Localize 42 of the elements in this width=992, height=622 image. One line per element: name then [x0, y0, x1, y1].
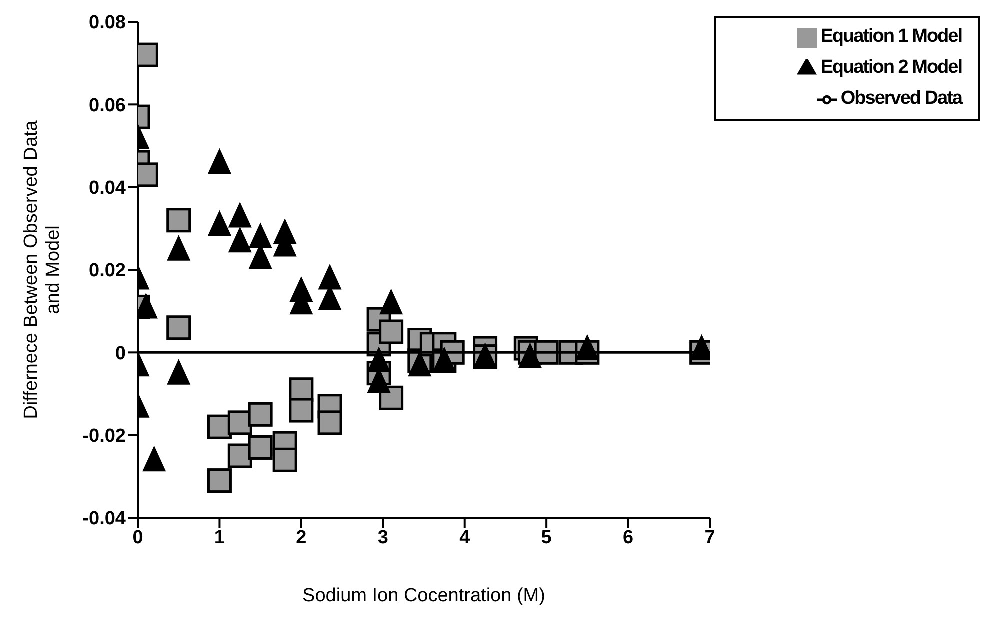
y-tick-label: 0.06: [89, 95, 126, 116]
x-tick-label: 7: [704, 527, 716, 548]
x-tick-label: 2: [296, 527, 307, 548]
y-tick-label: 0.08: [89, 12, 126, 34]
point: [248, 402, 273, 427]
legend-label: Equation 2 Model: [820, 57, 962, 78]
point: [166, 316, 192, 340]
x-axis-title: Sodium Ion Cocentration (M): [302, 585, 546, 606]
point: [208, 149, 232, 174]
point: [318, 264, 342, 290]
point: [318, 410, 342, 436]
point: [228, 202, 252, 228]
y-tick-label: 0.04: [89, 178, 126, 200]
point: [289, 398, 314, 423]
y-tick-label: 0.02: [89, 260, 126, 282]
point: [272, 448, 298, 472]
x-tick-label: 6: [622, 527, 634, 548]
legend-label: Equation 1 Model: [820, 26, 962, 47]
point: [380, 290, 403, 315]
y-tick-label: -0.04: [82, 508, 126, 530]
point: [167, 236, 190, 261]
point: [228, 444, 252, 468]
point: [368, 347, 391, 372]
point: [166, 208, 192, 233]
y-tick-label: 0: [115, 343, 126, 364]
legend-label: Observed Data: [840, 88, 962, 109]
x-tick-label: 1: [214, 527, 226, 548]
point: [379, 320, 404, 344]
point: [248, 435, 273, 460]
y-axis-title: Differnece Between Observed Data and Model: [21, 120, 64, 420]
point: [228, 410, 252, 436]
point: [208, 211, 232, 236]
point: [142, 446, 166, 472]
x-tick-label: 5: [541, 527, 552, 548]
x-tick-label: 0: [132, 527, 144, 548]
point: [228, 228, 252, 253]
x-tick-label: 3: [378, 527, 388, 548]
point: [167, 360, 190, 385]
point: [207, 468, 232, 494]
point: [249, 223, 272, 248]
y-tick-label: -0.02: [82, 426, 126, 448]
x-tick-label: 4: [460, 527, 471, 548]
